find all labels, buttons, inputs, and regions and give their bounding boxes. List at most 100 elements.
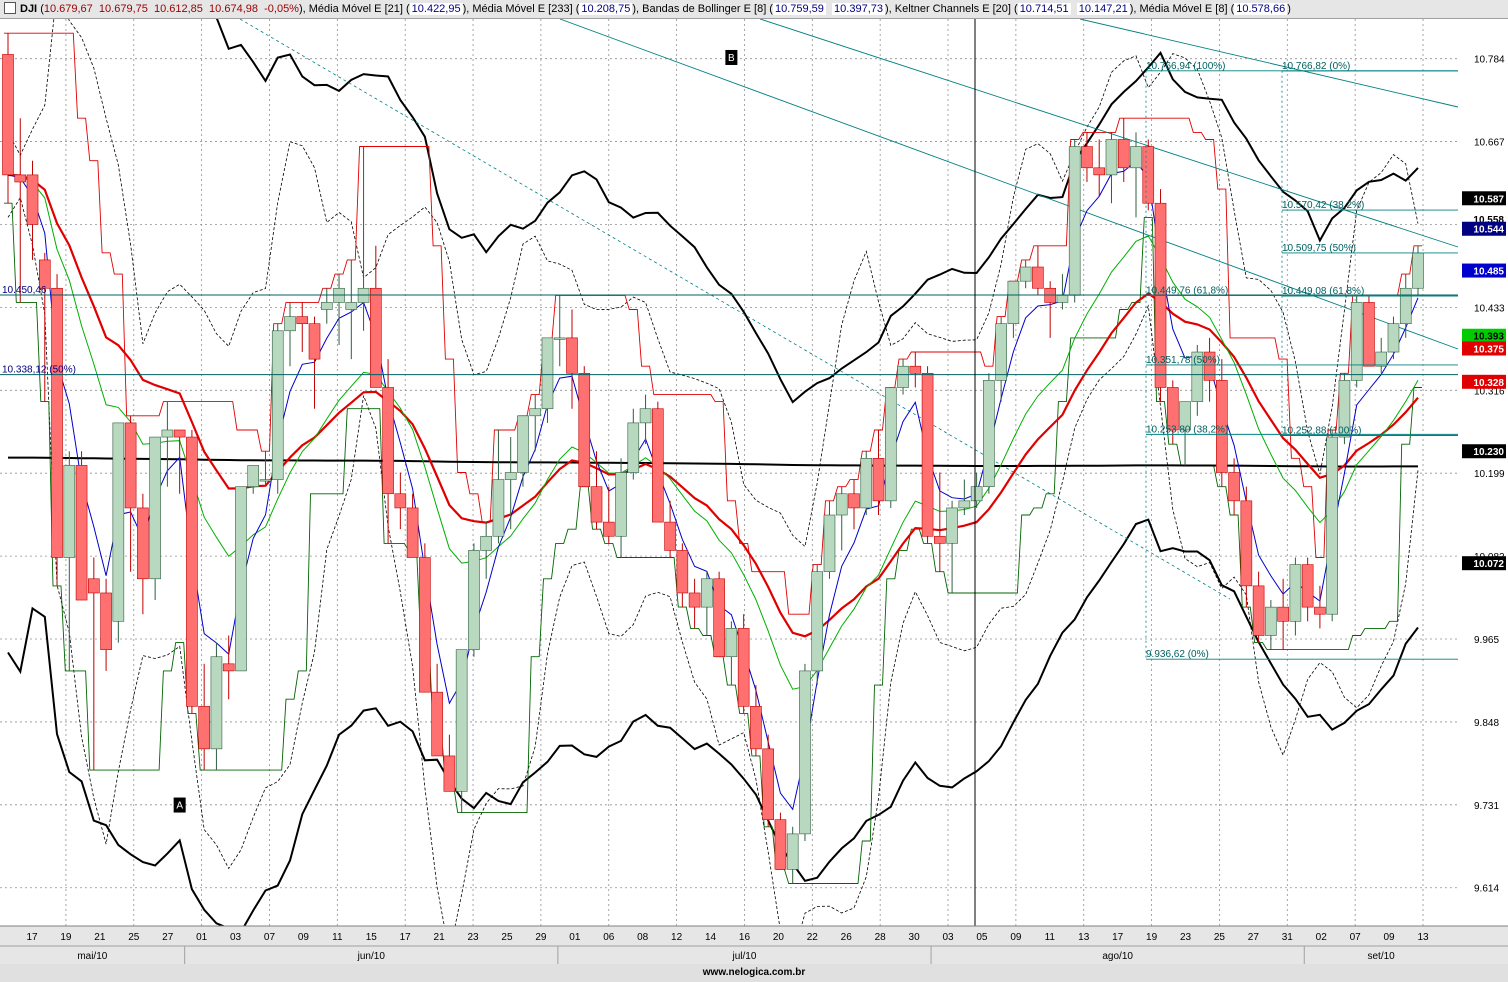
candle[interactable] xyxy=(1375,337,1388,374)
candle[interactable] xyxy=(983,373,995,494)
indicator-keltner-label[interactable]: Keltner Channels E [20] xyxy=(894,3,1011,15)
candle[interactable] xyxy=(1166,380,1179,445)
price-chart[interactable]: 10.450,46 10.338,12 (50%) 10.766,94 (100%)… xyxy=(0,19,1508,964)
candle[interactable] xyxy=(897,359,909,395)
candle[interactable] xyxy=(799,663,811,841)
candle[interactable] xyxy=(1093,139,1106,197)
candle[interactable] xyxy=(492,429,505,544)
candle[interactable] xyxy=(14,118,27,303)
candle[interactable] xyxy=(541,337,554,423)
candle[interactable] xyxy=(688,578,701,629)
candle[interactable] xyxy=(872,429,885,516)
candle[interactable] xyxy=(1130,132,1142,218)
candle[interactable] xyxy=(1068,139,1081,303)
candle[interactable] xyxy=(1216,359,1228,487)
candle[interactable] xyxy=(1019,259,1032,289)
candle[interactable] xyxy=(370,245,382,388)
candle[interactable] xyxy=(578,366,591,487)
candle[interactable] xyxy=(652,401,664,523)
indicator-bollinger-label[interactable]: Bandas de Bollinger E [8] xyxy=(642,3,767,15)
candle[interactable] xyxy=(995,316,1007,402)
candle[interactable] xyxy=(615,458,627,558)
candle[interactable] xyxy=(1399,274,1412,338)
candle[interactable] xyxy=(1142,139,1155,211)
candle[interactable] xyxy=(602,486,615,544)
candle[interactable] xyxy=(1252,571,1265,643)
indicator-ema21-label[interactable]: Média Móvel E [21] xyxy=(308,3,403,15)
candle[interactable] xyxy=(835,486,848,551)
candle[interactable] xyxy=(627,408,640,480)
candle[interactable] xyxy=(1338,373,1351,445)
candle[interactable] xyxy=(1228,458,1240,516)
candle[interactable] xyxy=(921,366,934,544)
candle[interactable] xyxy=(247,465,260,494)
candle[interactable] xyxy=(1326,429,1338,622)
candle[interactable] xyxy=(725,621,738,686)
candle[interactable] xyxy=(553,295,566,367)
candle[interactable] xyxy=(529,394,542,452)
candle[interactable] xyxy=(946,500,958,593)
candle[interactable] xyxy=(823,500,836,579)
candle[interactable] xyxy=(480,522,492,579)
candle[interactable] xyxy=(1314,585,1326,629)
candle[interactable] xyxy=(1007,280,1020,338)
candle[interactable] xyxy=(173,429,186,494)
candle[interactable] xyxy=(75,451,88,601)
candle[interactable] xyxy=(639,394,652,445)
candle[interactable] xyxy=(198,663,210,771)
candle[interactable] xyxy=(308,316,321,409)
candle[interactable] xyxy=(210,642,223,771)
candle[interactable] xyxy=(259,451,272,487)
candle[interactable] xyxy=(419,543,431,693)
candle[interactable] xyxy=(811,564,824,686)
candle[interactable] xyxy=(909,352,922,388)
candle[interactable] xyxy=(1363,295,1375,367)
candle[interactable] xyxy=(504,437,517,530)
candle[interactable] xyxy=(235,486,247,672)
candle[interactable] xyxy=(1277,578,1289,650)
candle[interactable] xyxy=(1387,316,1400,360)
candle[interactable] xyxy=(1081,132,1093,182)
candle[interactable] xyxy=(88,557,100,771)
candle[interactable] xyxy=(1105,132,1118,204)
candle[interactable] xyxy=(63,451,76,671)
candle[interactable] xyxy=(737,614,750,714)
candle[interactable] xyxy=(664,500,676,558)
candle[interactable] xyxy=(26,160,39,260)
candle[interactable] xyxy=(590,451,603,530)
candle[interactable] xyxy=(786,826,799,884)
candle[interactable] xyxy=(884,387,897,508)
candle[interactable] xyxy=(51,274,63,586)
indicator-ema233-label[interactable]: Média Móvel E [233] xyxy=(472,3,573,15)
candle[interactable] xyxy=(296,302,309,353)
candle[interactable] xyxy=(517,415,529,487)
candle[interactable] xyxy=(161,401,174,487)
candle[interactable] xyxy=(1203,337,1216,402)
candle[interactable] xyxy=(934,472,946,572)
candle[interactable] xyxy=(1265,600,1277,650)
candle[interactable] xyxy=(1350,295,1363,388)
candle[interactable] xyxy=(848,479,860,530)
candle[interactable] xyxy=(394,472,407,530)
candle[interactable] xyxy=(1179,401,1191,466)
candle[interactable] xyxy=(468,543,480,657)
candle[interactable] xyxy=(112,422,125,643)
candle[interactable] xyxy=(566,309,578,409)
candles-layer[interactable] xyxy=(2,33,1424,884)
candle[interactable] xyxy=(124,415,137,572)
candle[interactable] xyxy=(406,493,419,558)
candle[interactable] xyxy=(1191,344,1204,416)
candle[interactable] xyxy=(860,451,873,516)
candle[interactable] xyxy=(750,685,762,756)
candle[interactable] xyxy=(701,571,713,636)
candle[interactable] xyxy=(1289,557,1302,636)
candle[interactable] xyxy=(149,436,161,601)
candle[interactable] xyxy=(100,578,112,671)
candle[interactable] xyxy=(38,252,51,402)
candle[interactable] xyxy=(774,812,787,870)
candle[interactable] xyxy=(284,302,296,367)
candle[interactable] xyxy=(345,259,358,360)
candle[interactable] xyxy=(2,33,14,204)
candle[interactable] xyxy=(271,323,284,494)
candle[interactable] xyxy=(320,288,333,324)
